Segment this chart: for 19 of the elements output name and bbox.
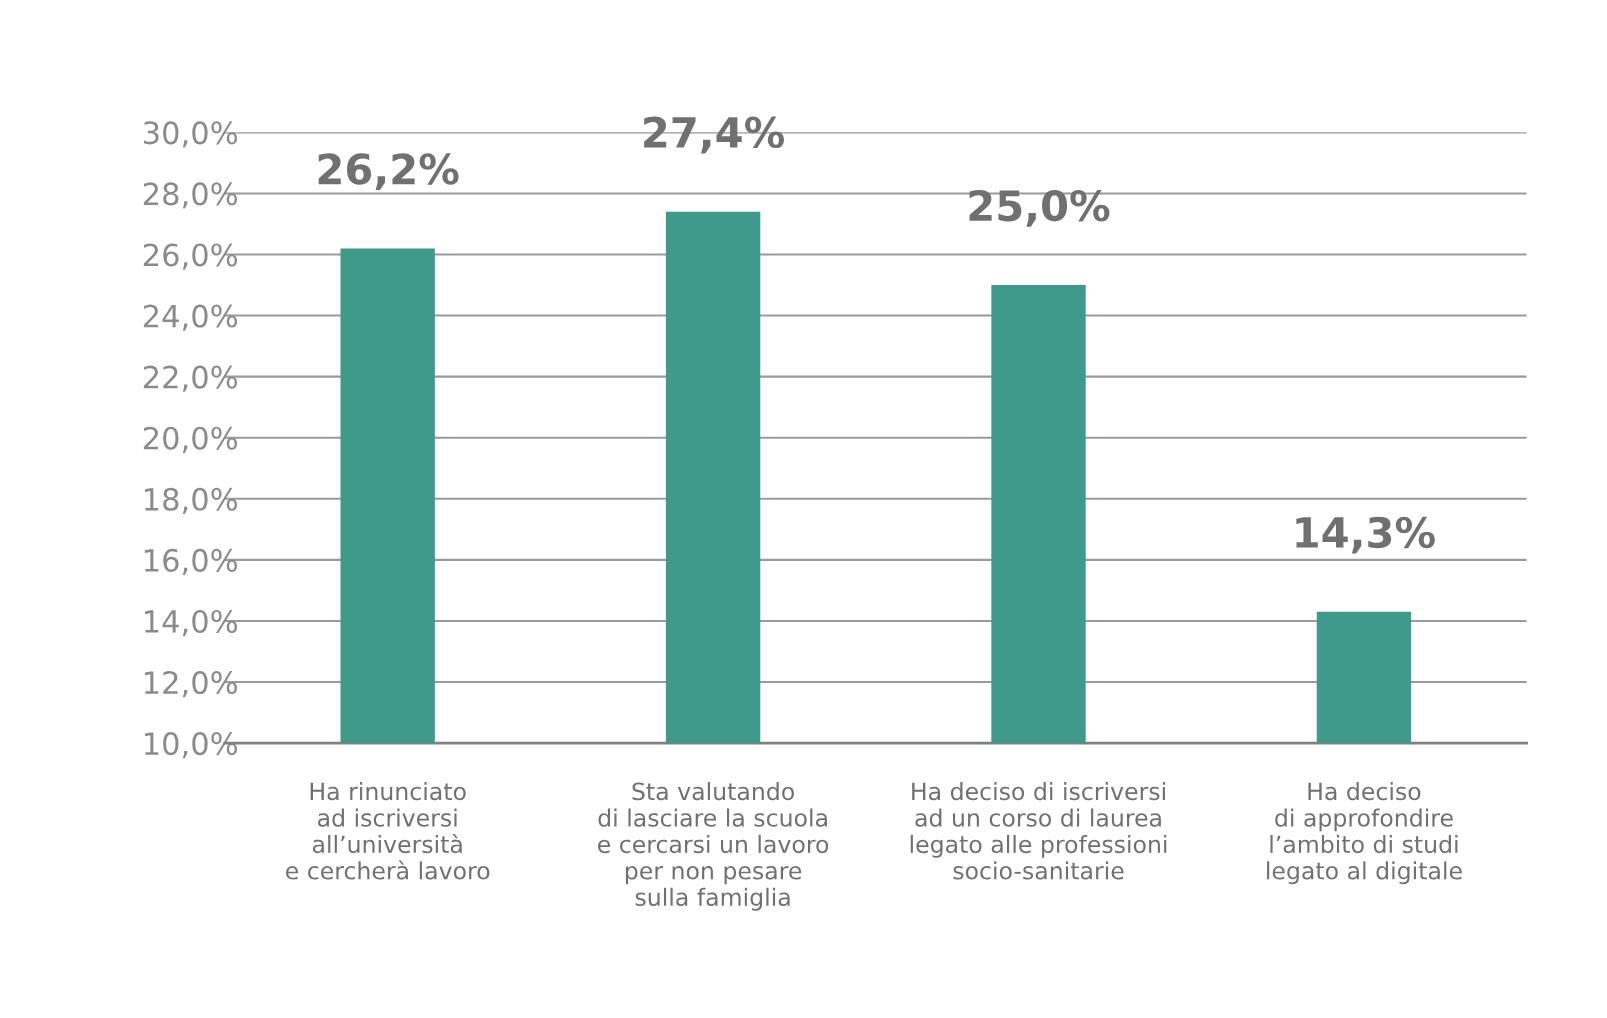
data-label: 14,3% [1296, 516, 1435, 554]
y-tick-label: 18,0% [145, 487, 238, 514]
y-tick-label: 10,0% [145, 732, 238, 759]
y-tick-label: 28,0% [143, 182, 238, 209]
data-label: 27,4% [644, 116, 785, 154]
data-label: 25,0% [969, 189, 1110, 227]
x-tick-label: Ha deciso di approfondire l’ambito di studi legato al digitale [1267, 782, 1462, 885]
data-label: 26,2% [318, 153, 459, 191]
y-tick-label: 16,0% [145, 548, 238, 576]
x-tick-label: Ha rinunciato ad iscriversi all’università e cercherà lavoro [286, 782, 490, 880]
y-tick-label: 14,0% [145, 609, 238, 637]
y-tick-label: 22,0% [143, 365, 238, 392]
x-tick-label: Sta valutando di lasciare la scuola e cercarsi un lavoro per non pesare sulla famiglia [598, 782, 829, 911]
y-tick-label: 26,0% [143, 243, 238, 270]
y-tick-label: 20,0% [143, 426, 238, 453]
x-tick-label: Ha deciso di iscriversi ad un corso di laurea legato alle professioni socio-sanitarie [910, 782, 1167, 880]
y-tick-label: 12,0% [145, 670, 238, 698]
y-tick-label: 24,0% [143, 304, 238, 331]
y-tick-label: 30,0% [143, 121, 238, 148]
